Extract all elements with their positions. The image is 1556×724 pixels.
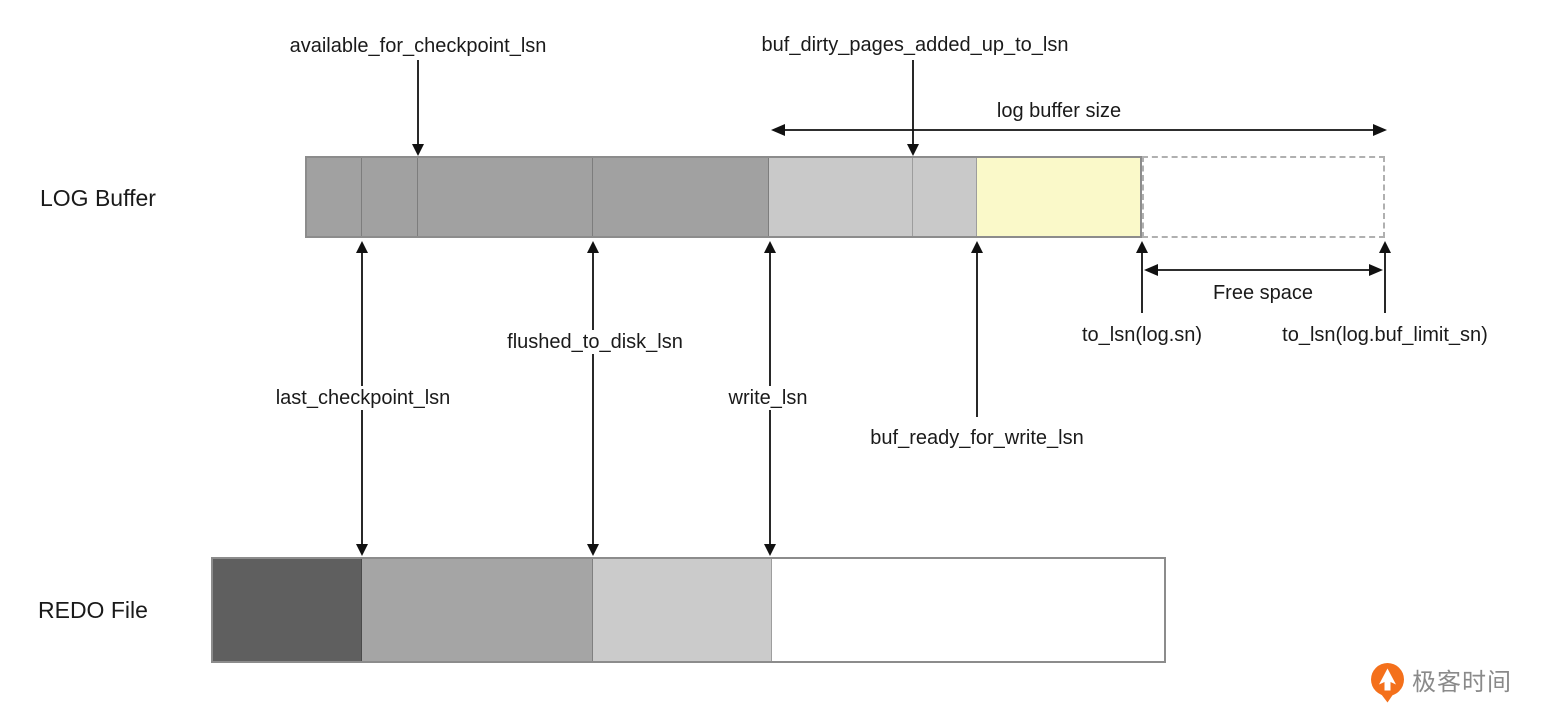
arrowhead-down-icon [764, 544, 776, 556]
arrowhead-up-icon [764, 241, 776, 253]
label-buf-ready-for-write-lsn: buf_ready_for_write_lsn [870, 427, 1084, 449]
arrowhead-up-icon [587, 241, 599, 253]
log-segment-3 [418, 158, 593, 236]
label-flushed-to-disk-lsn: flushed_to_disk_lsn [503, 330, 687, 354]
log-segment-2 [362, 158, 418, 236]
arrowhead-left-icon [1144, 264, 1158, 276]
log-segment-4 [593, 158, 769, 236]
redo-segment-1 [213, 559, 362, 661]
label-last-checkpoint-lsn: last_checkpoint_lsn [271, 386, 455, 410]
log-buffer-title: LOG Buffer [40, 185, 156, 211]
arrowhead-up-icon [356, 241, 368, 253]
redo-segment-2 [362, 559, 593, 661]
log-buffer-free-region [1142, 156, 1385, 238]
redo-segment-3 [593, 559, 772, 661]
log-segment-6 [913, 158, 977, 236]
log-segment-5 [769, 158, 913, 236]
arrowhead-right-icon [1373, 124, 1387, 136]
label-buf-dirty-pages-added-up-to-lsn: buf_dirty_pages_added_up_to_lsn [761, 34, 1069, 56]
arrowhead-up-icon [1136, 241, 1148, 253]
geektime-logo-icon [1371, 663, 1404, 703]
label-log-buffer-size: log buffer size [996, 100, 1122, 122]
arrowhead-down-icon [907, 144, 919, 156]
label-free-space: Free space [1212, 282, 1314, 304]
redo-segment-4 [772, 559, 1164, 661]
arrowhead-up-icon [1379, 241, 1391, 253]
label-to-lsn-log-sn: to_lsn(log.sn) [1081, 324, 1203, 346]
arrowhead-up-icon [971, 241, 983, 253]
arrowhead-down-icon [587, 544, 599, 556]
arrowhead-down-icon [356, 544, 368, 556]
geektime-logo-text: 极客时间 [1412, 668, 1512, 696]
arrowhead-right-icon [1369, 264, 1383, 276]
redo-file-bar [211, 557, 1166, 663]
redo-file-title: REDO File [38, 597, 148, 623]
log-segment-1 [307, 158, 362, 236]
log-segment-yellow [977, 158, 1140, 236]
geektime-logo: 极客时间 [1370, 662, 1512, 703]
label-to-lsn-log-buf-limit-sn: to_lsn(log.buf_limit_sn) [1282, 324, 1488, 346]
label-available-for-checkpoint-lsn: available_for_checkpoint_lsn [289, 35, 547, 57]
arrowhead-down-icon [412, 144, 424, 156]
arrowhead-left-icon [771, 124, 785, 136]
log-buffer-bar [305, 156, 1142, 238]
label-write-lsn: write_lsn [724, 386, 812, 410]
